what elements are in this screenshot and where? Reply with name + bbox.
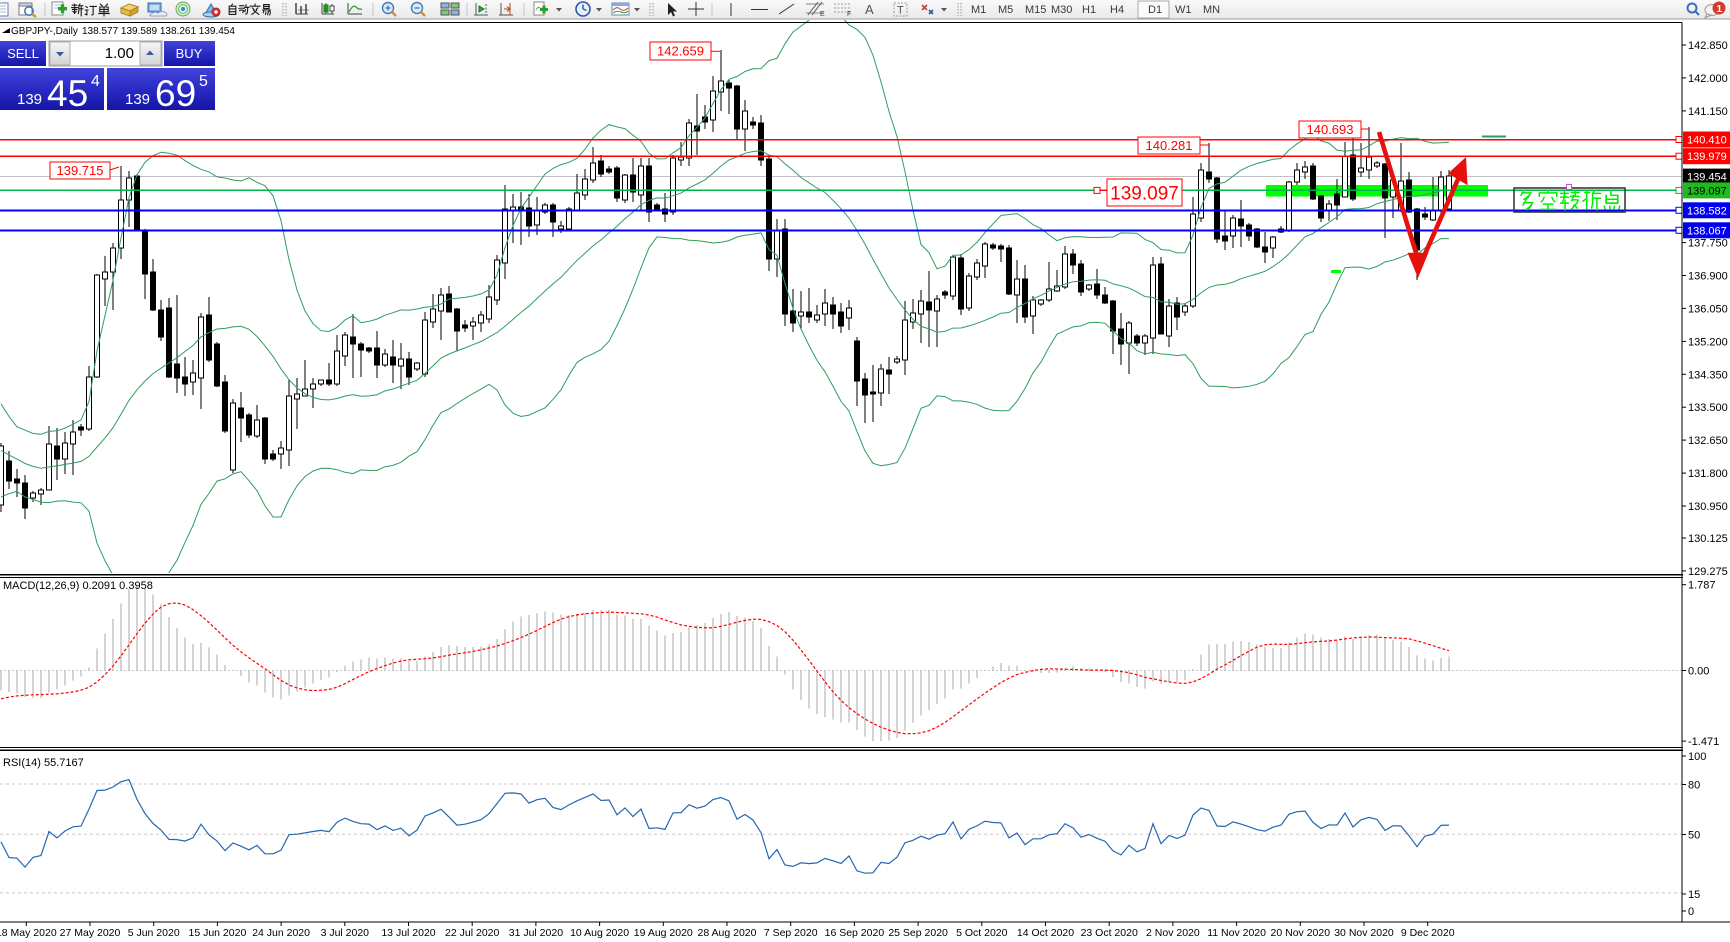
svg-text:138.067: 138.067 xyxy=(1687,225,1727,237)
svg-text:1.00: 1.00 xyxy=(105,45,134,62)
svg-text:27 May 2020: 27 May 2020 xyxy=(60,927,121,939)
svg-text:0: 0 xyxy=(1688,906,1694,918)
svg-text:W1: W1 xyxy=(1175,4,1192,16)
svg-text:136.050: 136.050 xyxy=(1688,303,1728,315)
svg-text:MN: MN xyxy=(1203,4,1220,16)
svg-text:138.582: 138.582 xyxy=(1687,205,1727,217)
svg-text:133.500: 133.500 xyxy=(1688,402,1728,414)
svg-text:136.900: 136.900 xyxy=(1688,271,1728,283)
svg-text:-1.471: -1.471 xyxy=(1688,736,1719,748)
svg-text:31 Jul 2020: 31 Jul 2020 xyxy=(509,927,563,939)
svg-text:80: 80 xyxy=(1688,780,1700,792)
svg-text:137.750: 137.750 xyxy=(1688,238,1728,250)
svg-text:142.850: 142.850 xyxy=(1688,40,1728,52)
svg-text:M1: M1 xyxy=(971,4,986,16)
svg-text:13 Jul 2020: 13 Jul 2020 xyxy=(381,927,435,939)
svg-text:11 Nov 2020: 11 Nov 2020 xyxy=(1207,927,1266,939)
svg-text:25 Sep 2020: 25 Sep 2020 xyxy=(888,927,948,939)
svg-text:F: F xyxy=(847,11,851,18)
svg-text:GBPJPY-,Daily: GBPJPY-,Daily xyxy=(11,26,78,37)
svg-text:18 May 2020: 18 May 2020 xyxy=(0,927,57,939)
svg-text:138.577 139.589 138.261 139.45: 138.577 139.589 138.261 139.454 xyxy=(82,26,235,37)
svg-text:100: 100 xyxy=(1688,751,1706,763)
svg-text:45: 45 xyxy=(47,73,88,114)
svg-text:M5: M5 xyxy=(998,4,1013,16)
svg-text:142.659: 142.659 xyxy=(657,44,704,59)
svg-text:RSI(14) 55.7167: RSI(14) 55.7167 xyxy=(3,757,84,769)
svg-text:140.410: 140.410 xyxy=(1687,135,1727,147)
svg-text:129.275: 129.275 xyxy=(1688,566,1728,578)
svg-text:A: A xyxy=(865,2,874,17)
svg-text:130.950: 130.950 xyxy=(1688,501,1728,513)
svg-text:T: T xyxy=(897,5,904,17)
svg-text:E: E xyxy=(820,11,825,18)
svg-text:135.200: 135.200 xyxy=(1688,336,1728,348)
svg-text:134.350: 134.350 xyxy=(1688,369,1728,381)
svg-text:4: 4 xyxy=(91,73,100,90)
svg-text:2 Nov 2020: 2 Nov 2020 xyxy=(1146,927,1200,939)
svg-text:1: 1 xyxy=(1717,4,1723,15)
svg-text:14 Oct 2020: 14 Oct 2020 xyxy=(1017,927,1074,939)
svg-text:139.979: 139.979 xyxy=(1687,151,1727,163)
svg-text:140.693: 140.693 xyxy=(1307,122,1354,137)
svg-text:50: 50 xyxy=(1688,830,1700,842)
svg-text:M30: M30 xyxy=(1051,4,1072,16)
svg-text:139.097: 139.097 xyxy=(1687,185,1727,197)
svg-text:19 Aug 2020: 19 Aug 2020 xyxy=(634,927,693,939)
svg-text:139: 139 xyxy=(17,91,42,108)
svg-text:H4: H4 xyxy=(1110,4,1124,16)
svg-text:20 Nov 2020: 20 Nov 2020 xyxy=(1271,927,1331,939)
svg-text:5 Jun 2020: 5 Jun 2020 xyxy=(128,927,180,939)
svg-text:139.454: 139.454 xyxy=(1687,172,1727,184)
svg-text:22 Jul 2020: 22 Jul 2020 xyxy=(445,927,499,939)
svg-text:15: 15 xyxy=(1688,889,1700,901)
svg-text:24 Jun 2020: 24 Jun 2020 xyxy=(252,927,310,939)
svg-text:M15: M15 xyxy=(1025,4,1046,16)
svg-text:15 Jun 2020: 15 Jun 2020 xyxy=(188,927,246,939)
svg-text:28 Aug 2020: 28 Aug 2020 xyxy=(698,927,757,939)
svg-text:1.787: 1.787 xyxy=(1688,580,1716,592)
svg-text:0.00: 0.00 xyxy=(1688,666,1709,678)
svg-text:139.097: 139.097 xyxy=(1110,183,1179,204)
svg-text:D1: D1 xyxy=(1148,4,1162,16)
svg-text:30 Nov 2020: 30 Nov 2020 xyxy=(1334,927,1394,939)
svg-text:23 Oct 2020: 23 Oct 2020 xyxy=(1081,927,1138,939)
svg-text:140.281: 140.281 xyxy=(1146,138,1193,153)
svg-text:16 Sep 2020: 16 Sep 2020 xyxy=(825,927,885,939)
svg-text:141.150: 141.150 xyxy=(1688,106,1728,118)
svg-text:9 Dec 2020: 9 Dec 2020 xyxy=(1401,927,1455,939)
svg-text:139: 139 xyxy=(125,91,150,108)
svg-text:SELL: SELL xyxy=(7,46,39,61)
svg-text:3 Jul 2020: 3 Jul 2020 xyxy=(321,927,370,939)
svg-text:10 Aug 2020: 10 Aug 2020 xyxy=(570,927,629,939)
svg-text:5 Oct 2020: 5 Oct 2020 xyxy=(956,927,1008,939)
svg-text:130.125: 130.125 xyxy=(1688,533,1728,545)
svg-text:139.715: 139.715 xyxy=(57,163,104,178)
svg-text:69: 69 xyxy=(155,73,196,114)
svg-text:132.650: 132.650 xyxy=(1688,435,1728,447)
svg-text:7 Sep 2020: 7 Sep 2020 xyxy=(764,927,818,939)
svg-text:142.000: 142.000 xyxy=(1688,73,1728,85)
svg-text:BUY: BUY xyxy=(176,46,203,61)
svg-text:5: 5 xyxy=(199,73,208,90)
svg-text:H1: H1 xyxy=(1082,4,1096,16)
svg-text:131.800: 131.800 xyxy=(1688,468,1728,480)
svg-text:MACD(12,26,9) 0.2091 0.3958: MACD(12,26,9) 0.2091 0.3958 xyxy=(3,580,153,592)
